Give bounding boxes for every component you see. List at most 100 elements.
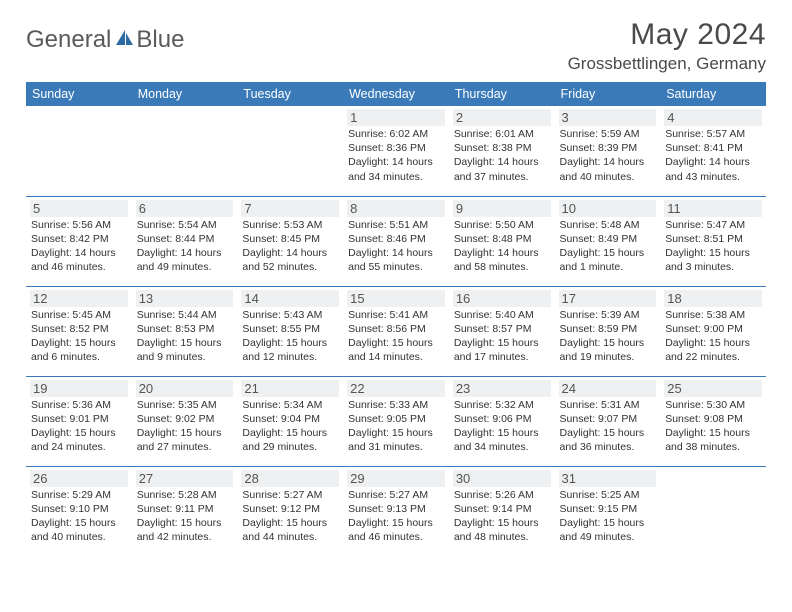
day-number: 24 xyxy=(559,380,657,397)
title-block: May 2024 Grossbettlingen, Germany xyxy=(568,18,766,74)
day-header: Wednesday xyxy=(343,82,449,106)
calendar-cell xyxy=(26,106,132,196)
day-info: Sunrise: 5:26 AMSunset: 9:14 PMDaylight:… xyxy=(453,488,551,545)
calendar-cell: 9Sunrise: 5:50 AMSunset: 8:48 PMDaylight… xyxy=(449,196,555,286)
calendar-cell xyxy=(660,466,766,556)
day-info: Sunrise: 5:35 AMSunset: 9:02 PMDaylight:… xyxy=(136,398,234,455)
page-title: May 2024 xyxy=(568,18,766,52)
day-info: Sunrise: 5:27 AMSunset: 9:12 PMDaylight:… xyxy=(241,488,339,545)
calendar-cell: 10Sunrise: 5:48 AMSunset: 8:49 PMDayligh… xyxy=(555,196,661,286)
calendar-cell: 12Sunrise: 5:45 AMSunset: 8:52 PMDayligh… xyxy=(26,286,132,376)
day-info: Sunrise: 5:59 AMSunset: 8:39 PMDaylight:… xyxy=(559,127,657,184)
day-number: 17 xyxy=(559,290,657,307)
day-number: 14 xyxy=(241,290,339,307)
calendar-cell: 21Sunrise: 5:34 AMSunset: 9:04 PMDayligh… xyxy=(237,376,343,466)
day-info: Sunrise: 5:32 AMSunset: 9:06 PMDaylight:… xyxy=(453,398,551,455)
day-number: 2 xyxy=(453,109,551,126)
day-number: 25 xyxy=(664,380,762,397)
calendar-cell: 30Sunrise: 5:26 AMSunset: 9:14 PMDayligh… xyxy=(449,466,555,556)
calendar-cell: 7Sunrise: 5:53 AMSunset: 8:45 PMDaylight… xyxy=(237,196,343,286)
day-info: Sunrise: 5:30 AMSunset: 9:08 PMDaylight:… xyxy=(664,398,762,455)
calendar-week: 5Sunrise: 5:56 AMSunset: 8:42 PMDaylight… xyxy=(26,196,766,286)
day-info: Sunrise: 5:45 AMSunset: 8:52 PMDaylight:… xyxy=(30,308,128,365)
day-info: Sunrise: 5:56 AMSunset: 8:42 PMDaylight:… xyxy=(30,218,128,275)
day-number: 6 xyxy=(136,200,234,217)
day-info: Sunrise: 5:28 AMSunset: 9:11 PMDaylight:… xyxy=(136,488,234,545)
calendar-cell: 6Sunrise: 5:54 AMSunset: 8:44 PMDaylight… xyxy=(132,196,238,286)
calendar-cell: 2Sunrise: 6:01 AMSunset: 8:38 PMDaylight… xyxy=(449,106,555,196)
day-info: Sunrise: 5:34 AMSunset: 9:04 PMDaylight:… xyxy=(241,398,339,455)
calendar-week: 12Sunrise: 5:45 AMSunset: 8:52 PMDayligh… xyxy=(26,286,766,376)
day-number: 19 xyxy=(30,380,128,397)
day-number: 11 xyxy=(664,200,762,217)
calendar-cell: 25Sunrise: 5:30 AMSunset: 9:08 PMDayligh… xyxy=(660,376,766,466)
day-number: 29 xyxy=(347,470,445,487)
calendar-week: 19Sunrise: 5:36 AMSunset: 9:01 PMDayligh… xyxy=(26,376,766,466)
day-number: 27 xyxy=(136,470,234,487)
calendar-cell xyxy=(132,106,238,196)
location-label: Grossbettlingen, Germany xyxy=(568,54,766,74)
day-number: 4 xyxy=(664,109,762,126)
day-number: 12 xyxy=(30,290,128,307)
day-header: Friday xyxy=(555,82,661,106)
day-header: Monday xyxy=(132,82,238,106)
day-info: Sunrise: 5:29 AMSunset: 9:10 PMDaylight:… xyxy=(30,488,128,545)
day-number: 30 xyxy=(453,470,551,487)
day-info: Sunrise: 5:44 AMSunset: 8:53 PMDaylight:… xyxy=(136,308,234,365)
calendar-body: 1Sunrise: 6:02 AMSunset: 8:36 PMDaylight… xyxy=(26,106,766,556)
day-number: 8 xyxy=(347,200,445,217)
day-info: Sunrise: 5:51 AMSunset: 8:46 PMDaylight:… xyxy=(347,218,445,275)
day-number: 21 xyxy=(241,380,339,397)
calendar-table: SundayMondayTuesdayWednesdayThursdayFrid… xyxy=(26,82,766,556)
day-number: 1 xyxy=(347,109,445,126)
day-info: Sunrise: 5:50 AMSunset: 8:48 PMDaylight:… xyxy=(453,218,551,275)
day-number: 7 xyxy=(241,200,339,217)
day-info: Sunrise: 5:48 AMSunset: 8:49 PMDaylight:… xyxy=(559,218,657,275)
day-number: 15 xyxy=(347,290,445,307)
calendar-cell: 11Sunrise: 5:47 AMSunset: 8:51 PMDayligh… xyxy=(660,196,766,286)
day-number: 5 xyxy=(30,200,128,217)
calendar-cell: 8Sunrise: 5:51 AMSunset: 8:46 PMDaylight… xyxy=(343,196,449,286)
calendar-header-row: SundayMondayTuesdayWednesdayThursdayFrid… xyxy=(26,82,766,106)
day-number: 9 xyxy=(453,200,551,217)
day-info: Sunrise: 6:01 AMSunset: 8:38 PMDaylight:… xyxy=(453,127,551,184)
calendar-cell: 16Sunrise: 5:40 AMSunset: 8:57 PMDayligh… xyxy=(449,286,555,376)
day-info: Sunrise: 5:33 AMSunset: 9:05 PMDaylight:… xyxy=(347,398,445,455)
day-number: 10 xyxy=(559,200,657,217)
calendar-week: 26Sunrise: 5:29 AMSunset: 9:10 PMDayligh… xyxy=(26,466,766,556)
calendar-week: 1Sunrise: 6:02 AMSunset: 8:36 PMDaylight… xyxy=(26,106,766,196)
day-number: 3 xyxy=(559,109,657,126)
calendar-cell: 23Sunrise: 5:32 AMSunset: 9:06 PMDayligh… xyxy=(449,376,555,466)
day-info: Sunrise: 6:02 AMSunset: 8:36 PMDaylight:… xyxy=(347,127,445,184)
day-info: Sunrise: 5:40 AMSunset: 8:57 PMDaylight:… xyxy=(453,308,551,365)
calendar-cell: 3Sunrise: 5:59 AMSunset: 8:39 PMDaylight… xyxy=(555,106,661,196)
calendar-cell: 13Sunrise: 5:44 AMSunset: 8:53 PMDayligh… xyxy=(132,286,238,376)
logo: General Blue xyxy=(26,18,184,54)
day-info: Sunrise: 5:53 AMSunset: 8:45 PMDaylight:… xyxy=(241,218,339,275)
calendar-cell: 22Sunrise: 5:33 AMSunset: 9:05 PMDayligh… xyxy=(343,376,449,466)
day-number: 16 xyxy=(453,290,551,307)
logo-text-1: General xyxy=(26,26,111,54)
calendar-cell: 4Sunrise: 5:57 AMSunset: 8:41 PMDaylight… xyxy=(660,106,766,196)
calendar-cell: 28Sunrise: 5:27 AMSunset: 9:12 PMDayligh… xyxy=(237,466,343,556)
calendar-cell: 29Sunrise: 5:27 AMSunset: 9:13 PMDayligh… xyxy=(343,466,449,556)
day-info: Sunrise: 5:38 AMSunset: 9:00 PMDaylight:… xyxy=(664,308,762,365)
logo-sail-icon xyxy=(113,28,135,53)
calendar-cell: 5Sunrise: 5:56 AMSunset: 8:42 PMDaylight… xyxy=(26,196,132,286)
day-header: Thursday xyxy=(449,82,555,106)
day-number: 22 xyxy=(347,380,445,397)
day-info: Sunrise: 5:39 AMSunset: 8:59 PMDaylight:… xyxy=(559,308,657,365)
day-info: Sunrise: 5:43 AMSunset: 8:55 PMDaylight:… xyxy=(241,308,339,365)
day-info: Sunrise: 5:27 AMSunset: 9:13 PMDaylight:… xyxy=(347,488,445,545)
day-info: Sunrise: 5:47 AMSunset: 8:51 PMDaylight:… xyxy=(664,218,762,275)
calendar-cell: 27Sunrise: 5:28 AMSunset: 9:11 PMDayligh… xyxy=(132,466,238,556)
calendar-cell: 20Sunrise: 5:35 AMSunset: 9:02 PMDayligh… xyxy=(132,376,238,466)
calendar-cell: 1Sunrise: 6:02 AMSunset: 8:36 PMDaylight… xyxy=(343,106,449,196)
day-info: Sunrise: 5:54 AMSunset: 8:44 PMDaylight:… xyxy=(136,218,234,275)
day-info: Sunrise: 5:57 AMSunset: 8:41 PMDaylight:… xyxy=(664,127,762,184)
calendar-cell: 31Sunrise: 5:25 AMSunset: 9:15 PMDayligh… xyxy=(555,466,661,556)
day-header: Saturday xyxy=(660,82,766,106)
day-number: 18 xyxy=(664,290,762,307)
calendar-cell: 17Sunrise: 5:39 AMSunset: 8:59 PMDayligh… xyxy=(555,286,661,376)
calendar-cell: 18Sunrise: 5:38 AMSunset: 9:00 PMDayligh… xyxy=(660,286,766,376)
